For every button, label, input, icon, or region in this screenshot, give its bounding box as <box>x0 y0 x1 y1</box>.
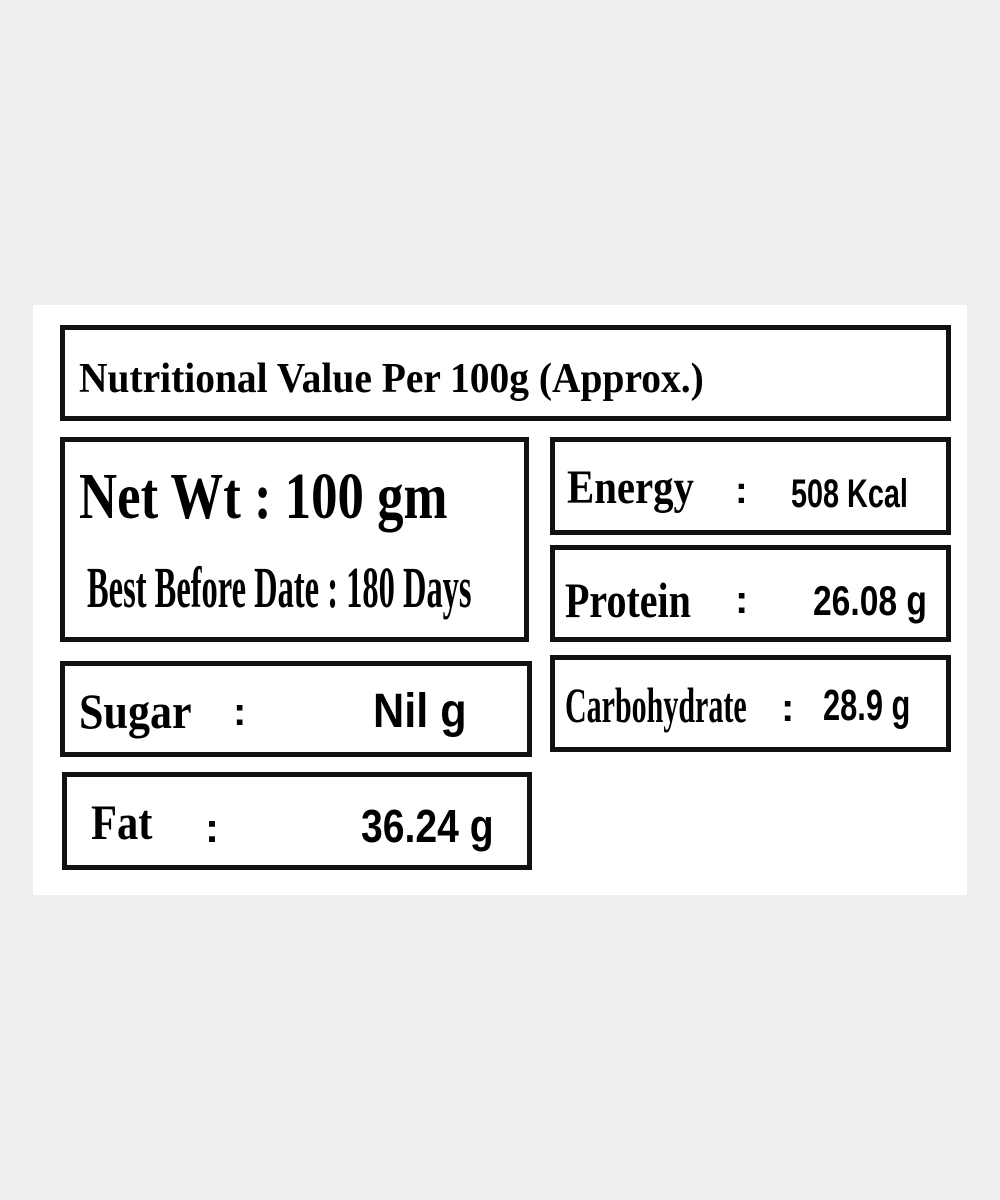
fat-sep: : <box>205 804 219 851</box>
fat-box: Fat : 36.24 g <box>62 772 532 870</box>
protein-box: Protein : 26.08 g <box>550 545 951 642</box>
protein-sep: : <box>735 578 749 622</box>
energy-value: 508 Kcal <box>791 472 908 516</box>
sugar-label: Sugar <box>79 683 192 739</box>
best-before: Best Before Date : 180 Days <box>87 555 472 620</box>
energy-box: Energy : 508 Kcal <box>550 437 951 535</box>
sugar-box: Sugar : Nil g <box>60 661 532 757</box>
protein-value: 26.08 g <box>813 577 927 624</box>
net-weight: Net Wt : 100 gm <box>79 460 448 533</box>
fat-label: Fat <box>91 794 153 850</box>
carbohydrate-label: Carbohydrate <box>565 677 747 733</box>
energy-label: Energy <box>567 461 694 514</box>
title-box: Nutritional Value Per 100g (Approx.) <box>60 325 951 421</box>
carbohydrate-value: 28.9 g <box>823 681 911 730</box>
sugar-sep: : <box>233 690 247 734</box>
protein-label: Protein <box>565 572 691 628</box>
fat-value: 36.24 g <box>361 800 494 852</box>
label-title: Nutritional Value Per 100g (Approx.) <box>79 356 704 402</box>
energy-sep: : <box>735 470 748 512</box>
carbohydrate-sep: : <box>781 686 795 730</box>
carbohydrate-box: Carbohydrate : 28.9 g <box>550 655 951 752</box>
net-weight-box: Net Wt : 100 gm Best Before Date : 180 D… <box>60 437 529 642</box>
sugar-value: Nil g <box>373 685 467 738</box>
